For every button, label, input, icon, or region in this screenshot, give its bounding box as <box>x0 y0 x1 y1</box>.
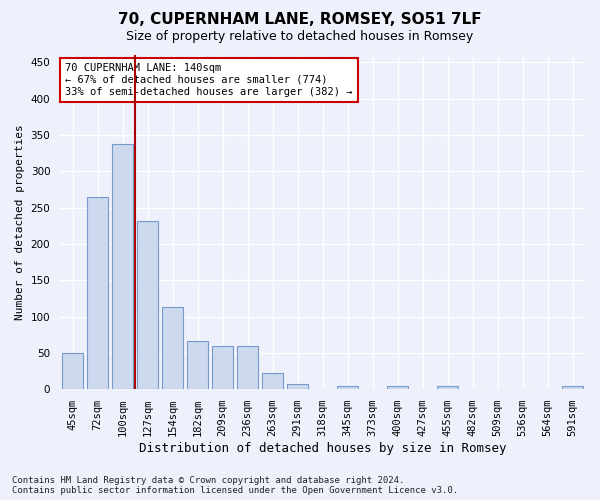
Text: 70, CUPERNHAM LANE, ROMSEY, SO51 7LF: 70, CUPERNHAM LANE, ROMSEY, SO51 7LF <box>118 12 482 28</box>
Bar <box>337 386 358 389</box>
Bar <box>87 196 108 389</box>
Bar <box>162 307 183 389</box>
Bar <box>62 353 83 389</box>
Bar <box>387 386 408 389</box>
Bar <box>287 384 308 389</box>
Bar <box>237 346 258 389</box>
X-axis label: Distribution of detached houses by size in Romsey: Distribution of detached houses by size … <box>139 442 506 455</box>
Bar <box>137 220 158 389</box>
Bar <box>562 386 583 389</box>
Text: Size of property relative to detached houses in Romsey: Size of property relative to detached ho… <box>127 30 473 43</box>
Bar <box>262 372 283 389</box>
Bar <box>212 346 233 389</box>
Text: Contains HM Land Registry data © Crown copyright and database right 2024.
Contai: Contains HM Land Registry data © Crown c… <box>12 476 458 495</box>
Text: 70 CUPERNHAM LANE: 140sqm
← 67% of detached houses are smaller (774)
33% of semi: 70 CUPERNHAM LANE: 140sqm ← 67% of detac… <box>65 64 353 96</box>
Bar <box>187 342 208 389</box>
Bar <box>437 386 458 389</box>
Bar <box>112 144 133 389</box>
Y-axis label: Number of detached properties: Number of detached properties <box>15 124 25 320</box>
